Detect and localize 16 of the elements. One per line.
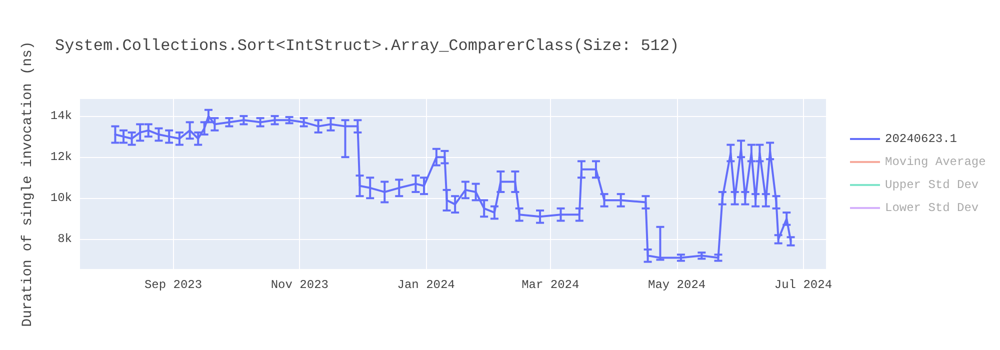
legend-label: Moving Average	[885, 155, 986, 169]
x-tick-label: Jul 2024	[774, 278, 832, 292]
y-tick-label: 14k	[50, 109, 72, 124]
x-tick-label: Jan 2024	[397, 278, 455, 292]
x-tick-label: Sep 2023	[144, 278, 202, 292]
y-tick-label: 12k	[50, 150, 72, 164]
y-tick-label: 10k	[50, 191, 72, 206]
x-tick-label: Mar 2024	[522, 278, 580, 292]
legend-label: Upper Std Dev	[885, 178, 979, 192]
x-tick-label: Nov 2023	[270, 278, 328, 292]
chart-title: System.Collections.Sort<IntStruct>.Array_ComparerClass(Size: 512)	[55, 37, 680, 55]
legend-label: 20240623.1	[885, 132, 958, 146]
y-tick-label: 8k	[58, 232, 72, 246]
legend-label: Lower Std Dev	[885, 201, 979, 215]
y-axis-title: Duration of single invocation (ns)	[20, 41, 36, 327]
x-tick-label: May 2024	[648, 278, 706, 292]
